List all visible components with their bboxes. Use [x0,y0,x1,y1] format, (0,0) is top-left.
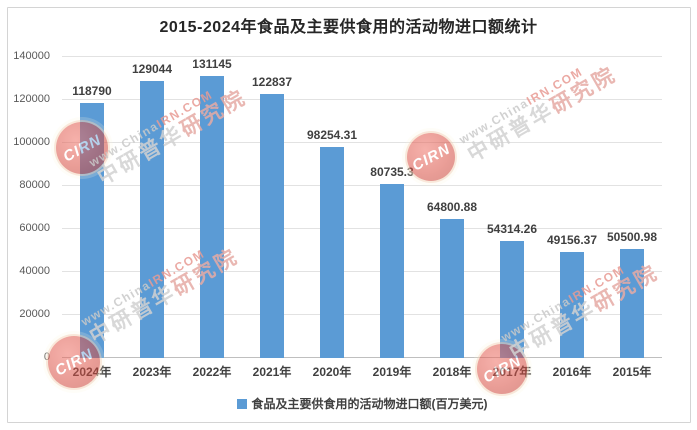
y-tick-label: 80000 [19,179,50,191]
gridline [62,141,662,143]
bar [620,249,644,358]
bar-slot: 49156.37 [542,57,602,358]
bar-value-label: 122837 [251,74,293,89]
y-tick-label: 20000 [19,308,50,320]
bar-slot: 129044 [122,57,182,358]
x-tick-label: 2017年 [492,365,532,379]
x-tick-label: 2024年 [72,365,112,379]
gridline [62,98,662,100]
x-axis-baseline [62,357,662,358]
bar-value-label: 54314.26 [486,222,538,237]
bar [440,218,464,358]
x-axis: 2024年 2023年 2022年 2021年 2020年 2019年 2018年 2017年… [62,363,662,380]
y-tick-label: 40000 [19,265,50,277]
bar-value-label: 49156.37 [546,233,598,248]
bar-value-label: 80735.3 [370,165,414,180]
plot-area: 118790 129044 131145 122837 98254.31 80735.3 6… [62,56,662,358]
gridline [62,227,662,229]
y-tick-label: 120000 [13,92,50,105]
bar-value-label: 98254.31 [306,127,358,142]
bar-value-label: 50500.98 [606,230,658,245]
bar-value-label: 131145 [192,57,232,72]
bar-slot: 54314.26 [482,57,542,358]
y-tick-label: 0 [43,351,50,363]
bar [500,241,524,358]
x-tick-label: 2023年 [132,365,172,379]
bar [200,76,224,358]
x-tick-label: 2020年 [312,365,352,379]
x-tick-label: 2022年 [192,365,232,379]
bar [80,102,104,358]
bar-slot: 50500.98 [602,57,662,358]
bar [260,93,284,358]
bar-value-label: 118790 [72,83,112,98]
x-tick-label: 2021年 [252,365,292,379]
gridline [62,314,662,315]
y-axis: 140000 120000 100000 80000 60000 40000 20000 0 [0,50,56,363]
bar-value-label: 129044 [131,61,173,76]
bar [560,252,584,358]
legend-marker-square-icon [236,398,247,409]
bar [320,146,344,358]
bar [140,80,164,358]
bar-slot: 122837 [242,57,302,358]
y-tick-label: 60000 [19,221,50,234]
x-tick-label: 2016年 [552,365,592,379]
bar-slot: 118790 [62,57,122,358]
chart-title: 2015-2024年食品及主要供食用的活动物进口额统计 [159,19,538,36]
x-tick-label: 2015年 [612,365,652,379]
legend: 食品及主要供食用的活动物进口额(百万美元) [62,395,662,412]
y-tick-label: 100000 [13,135,50,148]
y-tick-label: 140000 [13,50,50,62]
bar-slot: 131145 [182,57,242,358]
bar-slot: 80735.3 [362,57,422,358]
bar-value-label: 64800.88 [426,199,478,214]
bar-slot: 64800.88 [422,57,482,358]
bar [380,184,404,358]
bars-row: 118790 129044 131145 122837 98254.31 80735.3 6… [62,57,662,358]
gridline [62,271,662,272]
x-tick-label: 2019年 [372,365,412,379]
x-tick-label: 2018年 [432,365,472,379]
gridline [62,56,662,57]
legend-label: 食品及主要供食用的活动物进口额(百万美元) [251,397,488,411]
bar-slot: 98254.31 [302,57,362,358]
gridline [62,185,662,186]
